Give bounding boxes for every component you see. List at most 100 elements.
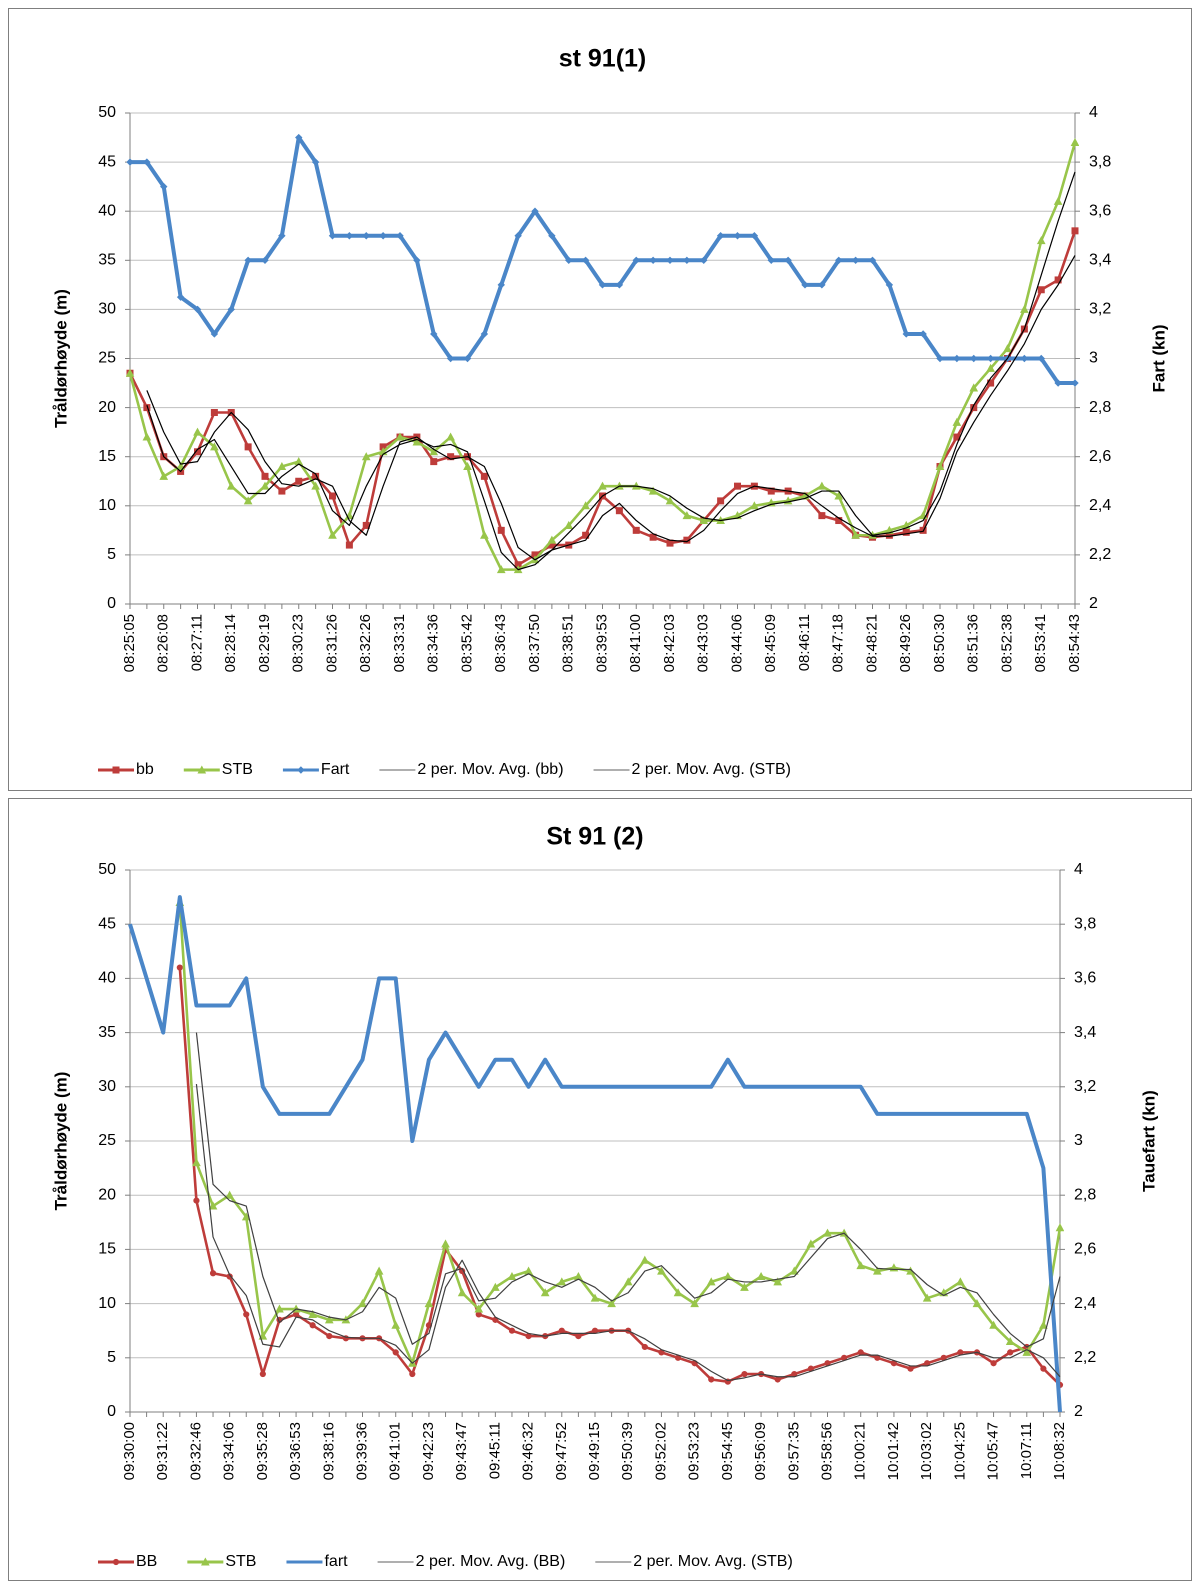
x-tick-label: 09:41:01: [387, 1422, 404, 1480]
marker: [851, 530, 860, 539]
marker: [682, 511, 692, 520]
x-tick-label: 09:32:46: [187, 1422, 204, 1480]
marker: [345, 232, 354, 240]
marker: [292, 1311, 300, 1318]
x-tick-label: 08:50:30: [931, 614, 948, 672]
marker: [193, 305, 202, 314]
plot: [126, 133, 1079, 574]
x-tick-label: 08:33:31: [391, 614, 408, 672]
y-axis-title: Tråldørhøyde (m): [51, 1072, 70, 1211]
marker: [409, 1370, 416, 1378]
marker: [1071, 379, 1079, 387]
marker: [112, 766, 120, 774]
marker: [818, 281, 826, 289]
marker: [817, 481, 827, 490]
marker: [1007, 1349, 1014, 1356]
marker: [480, 530, 489, 539]
marker: [1055, 1223, 1064, 1232]
marker: [740, 1282, 749, 1291]
marker: [278, 232, 286, 240]
y2-tick-label: 2,8: [1089, 399, 1111, 416]
x-tick-label: 09:53:23: [686, 1422, 703, 1480]
x-tick-label: 08:53:41: [1032, 614, 1049, 672]
marker: [806, 1239, 816, 1248]
marker: [514, 232, 522, 240]
y-tick-label: 35: [98, 1024, 116, 1041]
y2-tick-label: 3,8: [1089, 153, 1111, 170]
marker: [311, 481, 320, 490]
marker: [126, 158, 134, 166]
marker: [767, 256, 775, 265]
marker: [430, 458, 438, 466]
x-tick-label: 08:32:26: [357, 614, 374, 672]
x-tick-label: 09:58:56: [818, 1422, 835, 1480]
x-tick-label: 09:38:16: [320, 1422, 337, 1480]
marker: [598, 481, 607, 490]
chart-title: St 91 (2): [546, 823, 643, 851]
y-tick-label: 50: [98, 104, 116, 121]
marker: [260, 481, 270, 490]
y2-axis-title: Fart (kn): [1149, 325, 1168, 393]
x-tick-label: 09:46:32: [520, 1422, 537, 1480]
marker: [1005, 1336, 1015, 1346]
y-tick-label: 30: [98, 301, 116, 318]
series-line: [146, 255, 1076, 561]
x-tick-label: 09:31:22: [154, 1422, 171, 1480]
chart-title: st 91(1): [559, 45, 647, 73]
marker: [480, 330, 489, 338]
y2-tick-label: 2,4: [1089, 497, 1111, 514]
x-tick-label: 10:08:32: [1051, 1422, 1068, 1480]
marker: [649, 256, 657, 265]
marker: [244, 256, 252, 265]
marker: [374, 1266, 384, 1275]
marker: [143, 404, 151, 412]
marker: [818, 512, 826, 520]
x-tick-label: 08:34:36: [425, 614, 442, 672]
y2-tick-label: 2,2: [1074, 1349, 1096, 1366]
marker: [750, 501, 759, 510]
marker: [741, 1370, 748, 1378]
marker: [159, 471, 169, 480]
marker: [446, 432, 455, 441]
marker: [615, 281, 624, 289]
marker: [441, 1239, 450, 1248]
x-tick-label: 09:57:35: [785, 1422, 802, 1480]
legend-label: bb: [136, 761, 154, 778]
marker: [143, 158, 151, 166]
marker: [986, 363, 995, 372]
marker: [1054, 379, 1062, 387]
marker: [581, 501, 590, 510]
marker: [474, 1304, 484, 1313]
marker: [564, 520, 574, 529]
x-tick-label: 08:31:26: [323, 614, 340, 672]
marker: [463, 461, 472, 471]
marker: [907, 1365, 914, 1372]
marker: [666, 539, 674, 547]
marker: [497, 526, 505, 534]
marker: [328, 530, 337, 539]
x-tick-label: 10:05:47: [985, 1422, 1002, 1480]
x-tick-label: 10:00:21: [852, 1422, 869, 1480]
marker: [683, 256, 691, 265]
marker: [565, 256, 573, 265]
chart-frame: [8, 8, 1192, 791]
marker: [193, 427, 202, 436]
marker: [590, 1293, 600, 1302]
marker: [857, 1349, 864, 1356]
marker: [507, 1271, 517, 1280]
marker: [497, 281, 505, 289]
marker: [430, 330, 438, 338]
x-tick-label: 08:30:23: [290, 614, 307, 672]
marker: [244, 443, 252, 451]
legend-label: STB: [222, 761, 253, 778]
marker: [986, 354, 995, 363]
marker: [902, 528, 910, 536]
x-tick-label: 08:42:03: [661, 614, 678, 672]
marker: [615, 507, 623, 515]
marker: [834, 491, 844, 500]
y2-tick-label: 2,4: [1074, 1295, 1096, 1312]
x-tick-label: 09:47:52: [553, 1422, 570, 1480]
x-tick-label: 08:38:51: [560, 614, 577, 672]
y2-tick-label: 3,6: [1089, 202, 1111, 219]
y-tick-label: 35: [98, 252, 116, 269]
